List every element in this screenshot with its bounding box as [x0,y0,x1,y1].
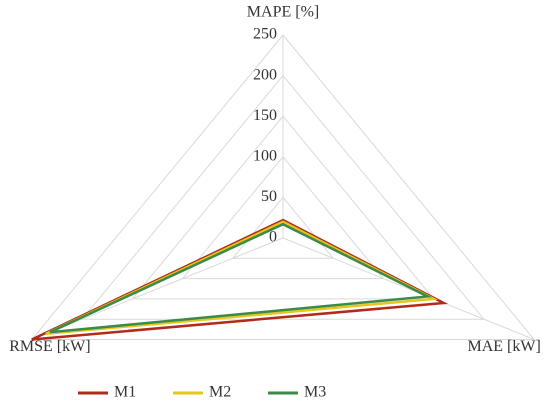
r-tick-label: 150 [253,107,277,124]
grid-ring [81,74,485,320]
axis-line [282,237,535,340]
axis-label: MAPE [%] [247,4,319,21]
axis-line [31,237,284,340]
grid-ring [181,156,385,280]
r-tick-label: 0 [269,229,277,246]
grid-ring [30,34,536,340]
axis-label: MAE [kW] [467,338,540,355]
r-tick-label: 250 [253,26,277,43]
legend-label: M3 [304,384,326,401]
axis-label: RMSE [kW] [9,338,90,355]
r-tick-label: 100 [253,147,277,164]
r-tick-label: 50 [261,188,277,205]
series-polygon [49,222,433,334]
legend-label: M2 [209,384,231,401]
series-polygon [45,220,439,336]
grid-ring [131,115,435,300]
series-polygon [31,218,449,341]
grid-ring [231,196,335,259]
r-tick-label: 200 [253,66,277,83]
legend-label: M1 [114,384,136,401]
